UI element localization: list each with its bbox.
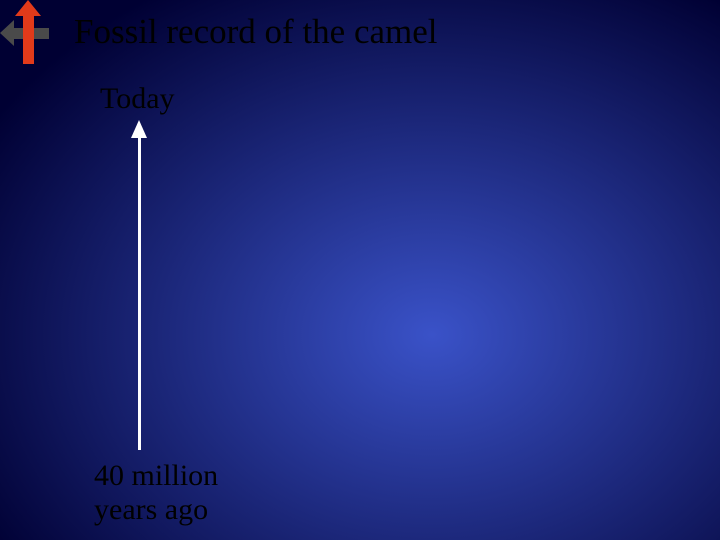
v-arrow-head xyxy=(15,0,41,16)
label-today: Today xyxy=(100,82,175,116)
v-arrow-shaft xyxy=(23,16,34,64)
label-forty-million-years-ago: 40 million years ago xyxy=(94,459,218,527)
timeline-arrowhead xyxy=(131,120,147,138)
timeline-line xyxy=(138,137,141,450)
slide-title: Fossil record of the camel xyxy=(74,12,438,52)
h-arrow-head xyxy=(0,20,14,46)
slide: Fossil record of the camel Today 40 mill… xyxy=(0,0,720,540)
